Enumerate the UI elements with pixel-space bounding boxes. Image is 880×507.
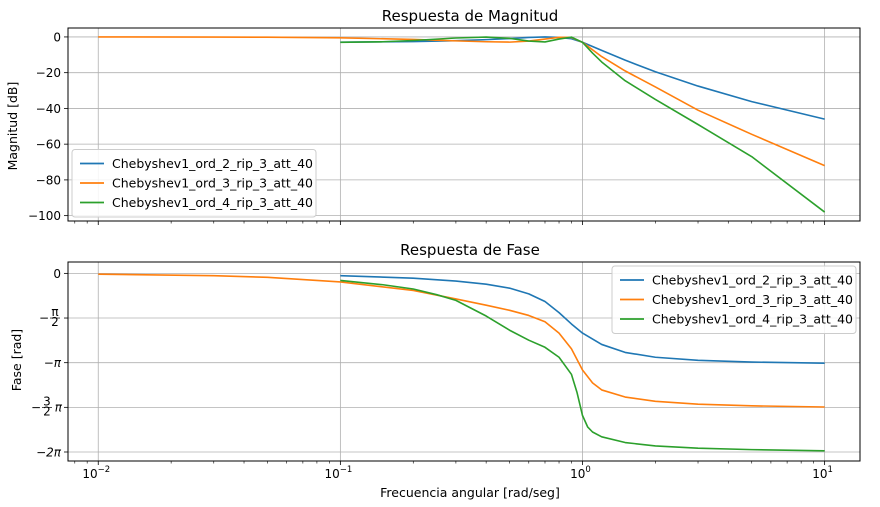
y-tick-label: −100	[28, 209, 61, 223]
legend-box	[611, 265, 857, 334]
x-tick-label: 100	[570, 465, 591, 481]
legend-label: Chebyshev1_ord_3_rip_3_att_40	[652, 292, 853, 307]
phase-plot-title: Respuesta de Fase	[400, 241, 540, 259]
x-tick-base: 10	[812, 467, 827, 481]
y-tick-label-fraction: π2−	[39, 305, 60, 329]
y-tick-label: −20	[36, 66, 61, 80]
magnitude-plot-title: Respuesta de Magnitud	[382, 7, 558, 25]
series-line-2	[98, 36, 825, 167]
y-tick-label: −2π	[36, 445, 62, 459]
magnitude-plot: Respuesta de Magnitud 0−20−40−60−80−100 …	[5, 7, 861, 225]
legend-box	[71, 149, 317, 218]
fraction-denominator: 2	[43, 404, 51, 418]
series-line-3	[340, 36, 826, 213]
legend-label: Chebyshev1_ord_4_rip_3_att_40	[112, 195, 313, 210]
y-tick-label: −80	[36, 173, 61, 187]
x-tick-label: 10−1	[324, 465, 352, 481]
fraction-numerator: 3	[43, 394, 51, 408]
magnitude-ylabel: Magnitud [dB]	[5, 82, 20, 171]
phase-plot: Respuesta de Fase 10−2 10−1 100 1010π2−−π32…	[9, 241, 861, 481]
y-tick-label-fraction: 32− π	[31, 394, 63, 418]
x-tick-label: 10−2	[82, 465, 110, 481]
series-line-1	[340, 274, 825, 365]
y-tick-label: −60	[36, 138, 61, 152]
shared-xlabel: Frecuencia angular [rad/seg]	[380, 485, 560, 500]
fraction-sign: −	[39, 311, 49, 325]
legend-label: Chebyshev1_ord_4_rip_3_att_40	[652, 312, 853, 327]
fraction-sign: −	[31, 400, 41, 414]
magnitude-legend: Chebyshev1_ord_2_rip_3_att_40 Chebyshev1_…	[71, 149, 317, 218]
x-tick-exponent: −2	[98, 465, 111, 475]
fraction-tail: π	[55, 400, 63, 414]
phase-legend: Chebyshev1_ord_2_rip_3_att_40 Chebyshev1_…	[611, 265, 857, 334]
y-tick-label: 0	[53, 267, 61, 281]
legend-label: Chebyshev1_ord_2_rip_3_att_40	[112, 156, 313, 171]
x-tick-exponent: 1	[828, 465, 833, 475]
series-line-3	[340, 279, 825, 452]
phase-axes-frame	[67, 261, 861, 462]
magnitude-ticks: 0 −20 −40 −60 −80 −100	[28, 30, 826, 225]
series-line-2	[98, 273, 825, 408]
y-tick-label: 0	[53, 30, 61, 44]
fraction-numerator: π	[51, 305, 58, 319]
x-tick-exponent: −1	[340, 465, 353, 475]
magnitude-axes-frame	[67, 27, 861, 222]
x-tick-base: 10	[570, 467, 585, 481]
x-tick-base: 10	[82, 467, 97, 481]
legend-label: Chebyshev1_ord_3_rip_3_att_40	[112, 176, 313, 191]
legend-label: Chebyshev1_ord_2_rip_3_att_40	[652, 273, 853, 288]
magnitude-series	[98, 36, 826, 213]
x-tick-base: 10	[324, 467, 339, 481]
y-tick-label: −40	[36, 102, 61, 116]
phase-ylabel: Fase [rad]	[9, 329, 24, 391]
phase-series	[98, 273, 825, 452]
x-tick-label: 101	[812, 465, 833, 481]
y-tick-label: −π	[44, 356, 62, 370]
fraction-denominator: 2	[51, 315, 59, 329]
x-tick-exponent: 0	[585, 465, 590, 475]
